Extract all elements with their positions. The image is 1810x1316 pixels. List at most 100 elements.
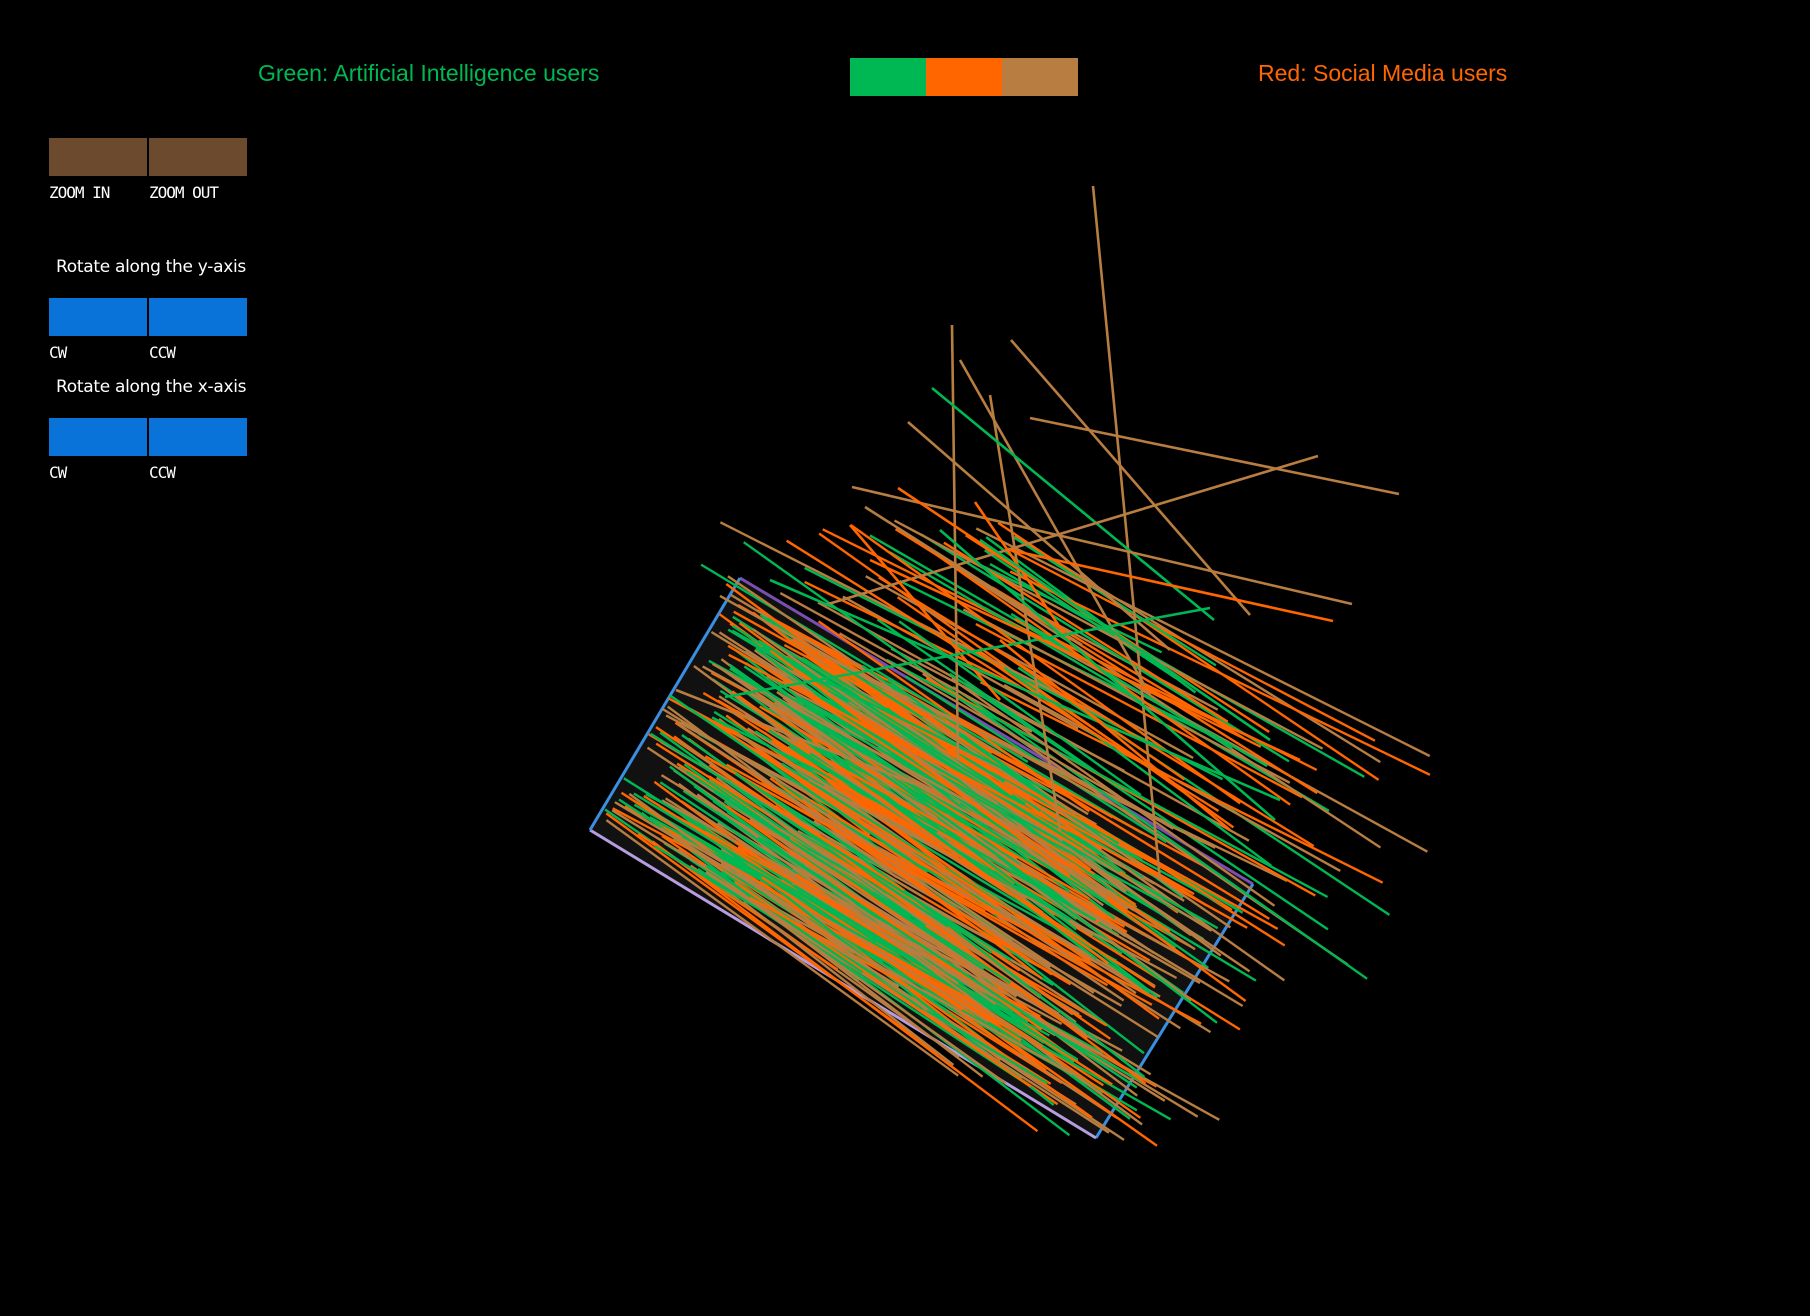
data-line [949, 672, 1329, 931]
rotate-y-cw-button[interactable] [49, 298, 147, 336]
data-line [979, 681, 1384, 884]
rotate-x-ccw-button[interactable] [149, 418, 247, 456]
data-line [817, 620, 1090, 813]
data-line [703, 863, 984, 1078]
data-lines [604, 519, 1431, 1147]
data-line [774, 804, 1147, 1085]
data-line [905, 675, 1168, 844]
data-line [651, 840, 1039, 1133]
data-line [662, 707, 840, 819]
data-line [696, 793, 997, 1005]
data-line [898, 620, 1142, 797]
floor-edge-top [739, 576, 1254, 886]
data-line [785, 539, 1220, 813]
data-line [795, 741, 1126, 928]
data-line [717, 725, 1009, 922]
data-line [952, 686, 1368, 980]
zoom-out-label: ZOOM OUT [149, 183, 219, 202]
data-line [859, 695, 1279, 930]
data-line [820, 820, 1153, 1006]
data-line [725, 583, 1013, 796]
legend-ai-users: Green: Artificial Intelligence users [258, 60, 600, 86]
rotate-y-ccw-button[interactable] [149, 298, 247, 336]
data-line [655, 742, 991, 957]
data-line [649, 732, 1013, 962]
data-line [950, 714, 1146, 823]
outlier-line [931, 386, 1215, 622]
data-line [922, 716, 1232, 929]
floor-edge-left [588, 577, 742, 831]
rotate-x-cw-label: CW [49, 463, 67, 482]
outlier-line [973, 501, 1074, 646]
rotate-y-ccw-label: CCW [149, 343, 176, 362]
data-line [855, 770, 1133, 941]
data-line [893, 519, 1324, 750]
data-line [689, 727, 946, 869]
outlier-line [1009, 548, 1334, 623]
outlier-line [958, 359, 1152, 696]
data-line [730, 710, 1156, 989]
data-line [819, 824, 1146, 1078]
data-line [708, 763, 906, 892]
outlier-line [907, 421, 1171, 651]
data-line [769, 649, 1071, 877]
outlier-line [1010, 339, 1251, 616]
data-line [734, 772, 891, 874]
data-line [1017, 666, 1391, 916]
data-line [985, 536, 1197, 694]
data-line [664, 818, 945, 980]
data-line [669, 694, 929, 873]
data-line [817, 601, 1250, 842]
rotate-y-cw-label: CW [49, 343, 67, 362]
data-line [920, 533, 1290, 763]
data-line [749, 896, 908, 987]
data-line [757, 836, 1138, 1089]
data-line [1007, 547, 1376, 742]
data-line [728, 663, 1064, 903]
outlier-line [1029, 416, 1400, 496]
data-line [1009, 570, 1431, 776]
zoom-in-button[interactable] [49, 138, 147, 176]
data-line [719, 594, 1002, 755]
data-line [847, 751, 1126, 938]
data-line [850, 524, 1241, 805]
data-line [646, 746, 1009, 989]
data-line [804, 580, 1039, 698]
data-line [824, 680, 1057, 796]
rotate-x-title: Rotate along the x-axis [56, 377, 247, 397]
data-line [886, 658, 1329, 899]
data-line [750, 748, 1145, 1055]
legend-social-media-users: Red: Social Media users [1258, 60, 1508, 86]
swatch-red [926, 58, 1002, 96]
data-line [955, 565, 1382, 849]
data-line [779, 592, 1033, 733]
outlier-line [939, 529, 1276, 821]
data-line [760, 807, 1087, 1035]
data-line [728, 653, 1177, 887]
data-line [741, 700, 960, 859]
data-line [730, 882, 1074, 1076]
data-line [796, 659, 1026, 805]
data-line [802, 798, 1095, 994]
rotate-x-ccw-label: CCW [149, 463, 176, 482]
outlier-line [724, 606, 1211, 699]
data-line [605, 819, 959, 1077]
outlier-line [869, 558, 1301, 762]
outlier-line [675, 688, 931, 792]
data-line [713, 790, 1012, 985]
data-line [943, 541, 1229, 723]
rotate-x-cw-button[interactable] [49, 418, 147, 456]
outlier-line [988, 394, 1062, 831]
outlier-line [999, 638, 1231, 832]
data-line [760, 876, 963, 1011]
data-line [864, 718, 1084, 852]
data-line [742, 901, 955, 1066]
data-line [633, 792, 885, 946]
data-line [727, 644, 916, 757]
rotate-y-title: Rotate along the y-axis [56, 257, 246, 277]
outlier-line [979, 538, 1271, 742]
data-line [674, 721, 1053, 976]
data-line [706, 865, 864, 974]
zoom-out-button[interactable] [149, 138, 247, 176]
